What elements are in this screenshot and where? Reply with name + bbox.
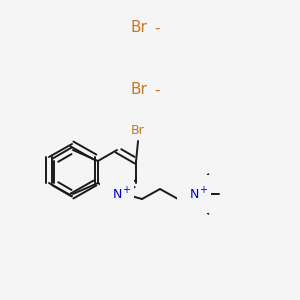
Text: -: - bbox=[154, 20, 160, 35]
Text: N: N bbox=[112, 188, 122, 200]
Text: Br: Br bbox=[130, 20, 147, 35]
Text: -: - bbox=[154, 82, 160, 98]
Text: +: + bbox=[199, 185, 207, 195]
Text: Br: Br bbox=[130, 82, 147, 98]
Text: +: + bbox=[122, 185, 130, 195]
Text: N: N bbox=[189, 188, 199, 200]
Text: Br: Br bbox=[131, 124, 145, 136]
